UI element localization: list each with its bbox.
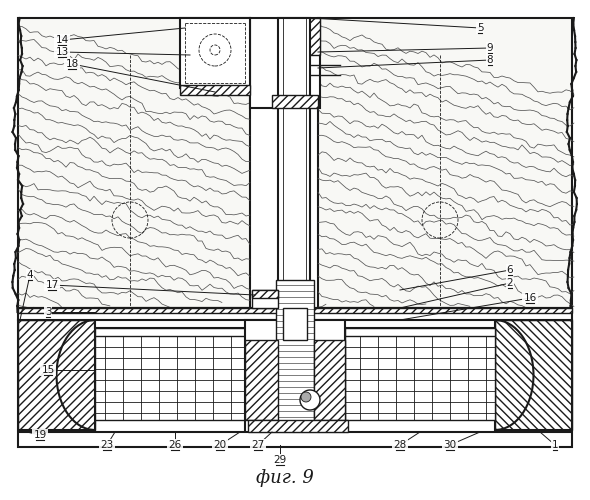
Bar: [278, 18, 310, 308]
Polygon shape: [272, 95, 318, 108]
Bar: [95, 328, 245, 336]
Text: 3: 3: [45, 307, 51, 317]
Text: 23: 23: [100, 440, 114, 450]
Text: 18: 18: [65, 59, 78, 69]
Bar: [283, 308, 307, 340]
Bar: [18, 432, 572, 447]
Polygon shape: [318, 18, 572, 308]
Text: 6: 6: [507, 265, 513, 275]
Text: 28: 28: [394, 440, 407, 450]
Polygon shape: [180, 85, 250, 95]
Text: фиг. 9: фиг. 9: [256, 469, 314, 487]
Polygon shape: [18, 18, 250, 308]
Text: 8: 8: [487, 55, 493, 65]
Text: 17: 17: [45, 280, 58, 290]
Text: 27: 27: [251, 440, 265, 450]
Text: 9: 9: [487, 43, 493, 53]
Bar: [95, 308, 495, 328]
Text: 1: 1: [552, 440, 558, 450]
Polygon shape: [314, 340, 345, 420]
Text: 13: 13: [55, 47, 68, 57]
Polygon shape: [18, 308, 572, 313]
Circle shape: [300, 390, 320, 410]
Text: 29: 29: [273, 455, 287, 465]
Polygon shape: [18, 320, 95, 430]
Text: 4: 4: [27, 270, 33, 280]
Bar: [245, 320, 345, 440]
Text: 14: 14: [55, 35, 68, 45]
Polygon shape: [495, 320, 572, 430]
Bar: [250, 18, 320, 108]
Text: 2: 2: [507, 278, 513, 288]
Circle shape: [301, 392, 311, 402]
Text: 26: 26: [168, 440, 182, 450]
Bar: [252, 290, 278, 308]
Text: 16: 16: [523, 293, 537, 303]
Bar: [180, 18, 250, 88]
Text: 19: 19: [34, 430, 47, 440]
Text: 30: 30: [444, 440, 457, 450]
Bar: [18, 308, 572, 320]
Polygon shape: [245, 340, 278, 420]
Text: 15: 15: [41, 365, 55, 375]
Text: 5: 5: [477, 23, 483, 33]
Polygon shape: [305, 18, 320, 55]
Bar: [345, 330, 495, 420]
Bar: [345, 328, 495, 336]
Bar: [95, 330, 245, 420]
Polygon shape: [252, 290, 278, 298]
Bar: [248, 420, 348, 432]
Text: 20: 20: [214, 440, 227, 450]
Bar: [276, 280, 314, 440]
